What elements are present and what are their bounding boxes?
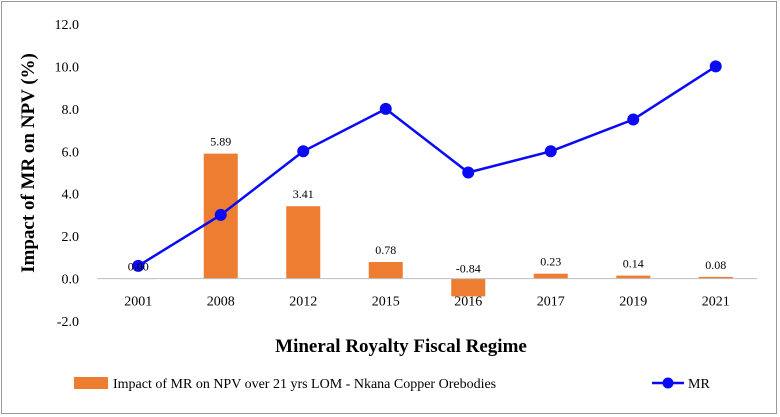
mr-point	[544, 145, 557, 158]
bar-data-label: 3.41	[293, 187, 314, 201]
x-tick-label: 2021	[702, 295, 730, 310]
mr-point	[462, 166, 475, 179]
bar-data-label: 5.89	[210, 135, 231, 149]
bar	[451, 278, 486, 297]
bar-data-label: 0.23	[540, 255, 561, 269]
legend: Impact of MR on NPV over 21 yrs LOM - Nk…	[74, 377, 710, 392]
bar-data-label: 0.00	[128, 260, 149, 274]
y-axis-title: Impact of MR on NPV (%)	[18, 53, 39, 273]
legend-line-label: MR	[688, 377, 710, 392]
x-ticks: 2001 2008 2012 2015 2016 2017 2019 2021	[124, 295, 730, 310]
x-tick-label: 2015	[372, 295, 400, 310]
bar-series	[121, 153, 733, 297]
x-tick-label: 2016	[454, 295, 482, 310]
bar-data-label: 0.08	[705, 258, 726, 272]
y-tick-label: 10.0	[55, 60, 80, 75]
legend-bar-swatch	[74, 377, 108, 389]
y-tick-label: 4.0	[62, 188, 80, 203]
y-tick-label: 2.0	[62, 230, 80, 245]
bar-data-label: -0.84	[456, 262, 481, 276]
x-tick-label: 2017	[537, 295, 565, 310]
mr-point	[627, 113, 640, 126]
x-axis-title: Mineral Royalty Fiscal Regime	[275, 336, 527, 357]
bar-data-label: 0.78	[375, 243, 396, 257]
bar-data-label: 0.14	[623, 257, 644, 271]
mr-point	[379, 102, 392, 115]
y-tick-label: -2.0	[57, 315, 79, 330]
mr-point	[297, 145, 310, 158]
legend-bar-label: Impact of MR on NPV over 21 yrs LOM - Nk…	[113, 377, 496, 392]
x-tick-label: 2012	[289, 295, 317, 310]
bar	[533, 273, 568, 279]
bar	[698, 276, 733, 279]
bar	[368, 262, 403, 279]
mr-line	[137, 65, 717, 267]
mr-point	[709, 60, 722, 73]
bar	[286, 206, 321, 279]
line-series	[132, 60, 722, 272]
y-tick-label: 12.0	[55, 18, 80, 33]
y-ticks: -2.0 0.0 2.0 4.0 6.0 8.0 10.0 12.0	[55, 18, 80, 330]
y-tick-label: 0.0	[62, 273, 80, 288]
mr-point	[214, 208, 227, 221]
bar	[616, 275, 651, 279]
x-tick-label: 2019	[619, 295, 647, 310]
y-tick-label: 8.0	[62, 103, 80, 118]
y-tick-label: 6.0	[62, 145, 80, 160]
x-tick-label: 2001	[124, 295, 152, 310]
mr-point	[132, 259, 145, 272]
x-tick-label: 2008	[207, 295, 235, 310]
legend-line-marker	[662, 377, 674, 389]
data-labels: 0.00 5.89 3.41 0.78 -0.84 0.23 0.14 0.08	[128, 135, 727, 276]
